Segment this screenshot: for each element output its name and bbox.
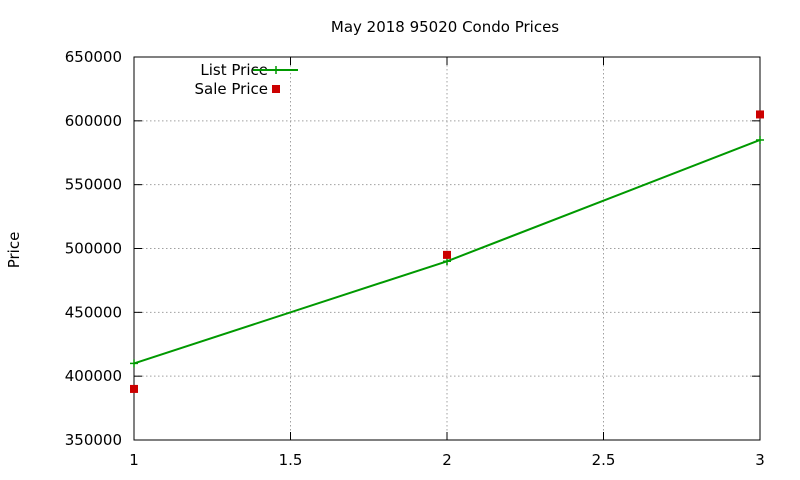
y-tick-label: 400000 <box>65 367 122 385</box>
y-axis-label: Price <box>5 232 23 269</box>
list-price-point <box>756 135 764 144</box>
x-tick-label: 1.5 <box>279 451 303 469</box>
y-tick-label: 500000 <box>65 240 122 258</box>
x-tick-label: 1 <box>129 451 139 469</box>
list-price-point <box>130 359 138 368</box>
y-tick-label: 650000 <box>65 48 122 66</box>
axis-ticks: 350000 400000 450000 500000 550000 600000 6500… <box>65 48 765 469</box>
x-tick-label: 2.5 <box>592 451 616 469</box>
y-tick-label: 350000 <box>65 431 122 449</box>
sale-price-point <box>443 250 451 259</box>
grid-lines <box>134 57 760 440</box>
sale-price-point <box>756 110 764 119</box>
legend-label: Sale Price <box>195 80 268 98</box>
y-tick-label: 450000 <box>65 303 122 321</box>
x-tick-label: 2 <box>442 451 452 469</box>
x-tick-label: 3 <box>755 451 765 469</box>
legend-label: List Price <box>200 61 268 79</box>
sale-price-point <box>130 384 138 393</box>
legend-swatch-square <box>272 85 280 93</box>
series-layer <box>130 110 764 393</box>
y-tick-label: 550000 <box>65 176 122 194</box>
chart-title: May 2018 95020 Condo Prices <box>331 18 559 36</box>
y-tick-label: 600000 <box>65 112 122 130</box>
